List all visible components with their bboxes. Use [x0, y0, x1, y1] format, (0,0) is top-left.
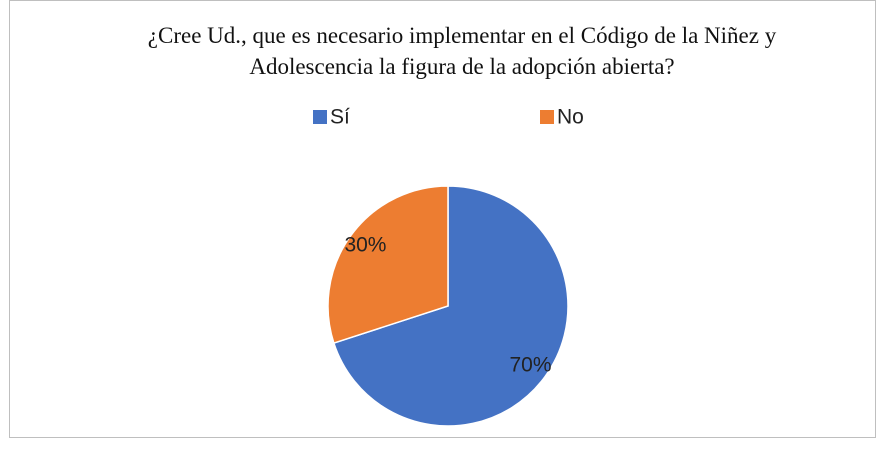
data-label: 70%: [510, 354, 552, 377]
legend-swatch: [540, 110, 554, 124]
legend-swatch: [313, 110, 327, 124]
pie-slice: [327, 185, 449, 345]
chart-frame: [9, 0, 876, 438]
pie-slice: [332, 185, 569, 427]
data-label: 30%: [344, 234, 386, 257]
legend-label: No: [557, 106, 584, 129]
legend-label: Sí: [330, 106, 350, 129]
chart-title: ¿Cree Ud., que es necesario implementar …: [147, 23, 777, 79]
